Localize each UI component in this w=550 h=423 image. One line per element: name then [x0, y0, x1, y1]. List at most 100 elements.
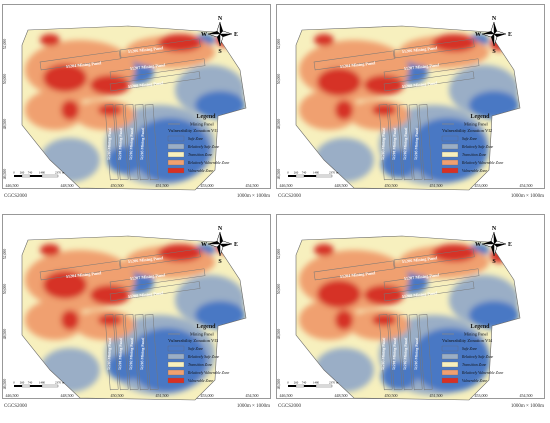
x-tick-label: 454,500 — [246, 393, 259, 399]
legend-title: Legend — [196, 324, 216, 330]
panel-label: 51208 Mining Panel — [402, 80, 439, 89]
legend-title: Legend — [470, 114, 490, 120]
svg-text:S: S — [218, 49, 222, 55]
legend-zonation-title: Vulnerability Zonation VI4 — [442, 338, 493, 343]
zone-blob — [158, 244, 202, 262]
legend-zone-label: Transition Zone — [188, 153, 212, 157]
zone-blob — [98, 104, 122, 116]
map-panel-2: 51204 Mining Panel 51206 Mining Panel 5120… — [276, 4, 545, 199]
x-tick-label: 451,500 — [430, 393, 443, 399]
crs-label: CGCS2000 — [278, 404, 302, 409]
north-arrow-icon: N S E W — [475, 226, 512, 265]
x-tick-label: 453,000 — [475, 393, 488, 399]
panel-label: 51204 Mining Panel — [340, 60, 377, 69]
y-tick-label: 50,000 — [3, 284, 8, 295]
legend-title: Legend — [196, 114, 216, 120]
crs-label: CGCS2000 — [278, 194, 302, 199]
map-area: 51204 Mining Panel 51206 Mining Panel 5120… — [21, 235, 247, 401]
svg-text:0: 0 — [287, 171, 289, 175]
zone-blob — [381, 150, 417, 178]
map-area: 51204 Mining Panel 51206 Mining Panel 5120… — [295, 25, 521, 191]
legend-zone-label: Vulnerable Zone — [188, 169, 213, 173]
svg-text:N: N — [218, 16, 223, 22]
north-arrow-icon: N S E W — [201, 226, 238, 265]
y-tick-label: 50,000 — [277, 74, 282, 85]
svg-text:1480: 1480 — [313, 381, 320, 385]
panel-label: 51207 Mining Panel — [130, 62, 167, 71]
legend-zone-label: Relatively Safe Zone — [187, 355, 220, 359]
vertical-panel-label: 51202 Mining Panel — [403, 338, 408, 370]
mining-panels — [39, 248, 206, 391]
legend-swatch — [441, 369, 459, 376]
map-panel-3: 51204 Mining Panel 51206 Mining Panel 5120… — [2, 214, 271, 409]
vertical-panel-label: 51205 Mining Panel — [140, 128, 145, 160]
y-tick-label: 50,000 — [3, 74, 8, 85]
svg-text:W: W — [475, 32, 481, 38]
scale-bar: 0 260 740 1480 2370 m — [13, 171, 65, 178]
legend-mining-panel: Mining Panel — [464, 332, 489, 337]
x-tick-label: 454,500 — [520, 393, 533, 399]
vertical-panel-label: 51201 Mining Panel — [118, 338, 123, 370]
legend-zone-label: Vulnerable Zone — [462, 169, 487, 173]
x-tick-label: 446,500 — [280, 183, 293, 189]
x-tick-label: 450,500 — [385, 393, 398, 399]
y-tick-label: 46,500 — [277, 379, 282, 390]
panel-label: 51207 Mining Panel — [404, 62, 441, 71]
mining-panels — [39, 38, 206, 181]
svg-text:2370: 2370 — [329, 381, 336, 385]
legend-zone-label: Relatively Vulnerable Zone — [187, 371, 230, 375]
vertical-panel-label: 51205 Mining Panel — [414, 128, 419, 160]
x-tick-label: 450,500 — [385, 183, 398, 189]
legend-swatch — [441, 135, 459, 142]
svg-text:260: 260 — [294, 171, 299, 175]
legend-swatch — [441, 353, 459, 360]
legend-zone-label: Relatively Vulnerable Zone — [187, 161, 230, 165]
zone-blob — [40, 34, 60, 46]
zone-blob — [158, 34, 202, 52]
zone-blob — [372, 104, 396, 116]
north-arrow-icon: N S E W — [475, 16, 512, 55]
legend-zone-label: Relatively Vulnerable Zone — [461, 371, 504, 375]
scale-bar: 0 260 740 1480 2370 m — [287, 171, 339, 178]
panel-label: 51207 Mining Panel — [130, 272, 167, 281]
svg-text:N: N — [492, 226, 497, 232]
vertical-panel-label: 51203 Mining Panel — [381, 128, 386, 160]
zone-blob — [43, 64, 87, 92]
scale-bar: 0 260 740 1480 2370 m — [13, 381, 65, 388]
legend-swatch — [441, 377, 459, 384]
x-tick-label: 450,500 — [111, 183, 124, 189]
svg-text:E: E — [234, 32, 238, 38]
legend-swatch — [441, 143, 459, 150]
svg-text:m: m — [336, 171, 339, 175]
legend-swatch — [167, 135, 185, 142]
legend-zone-label: Relatively Safe Zone — [461, 145, 494, 149]
crs-label: CGCS2000 — [4, 194, 28, 199]
svg-text:0: 0 — [13, 171, 15, 175]
legend-swatch — [441, 151, 459, 158]
svg-text:S: S — [218, 259, 222, 265]
svg-text:2370: 2370 — [55, 381, 62, 385]
zone-blob — [40, 244, 60, 256]
x-tick-label: 451,500 — [430, 183, 443, 189]
x-tick-label: 454,500 — [246, 183, 259, 189]
legend-mining-panel: Mining Panel — [190, 122, 215, 127]
legend-swatch — [167, 353, 185, 360]
grid-note: 1000m × 1000m — [237, 404, 270, 409]
svg-text:740: 740 — [28, 381, 33, 385]
zone-blob — [98, 314, 122, 326]
legend-zone-label: Safe Zone — [462, 347, 477, 351]
legend-zone-label: Safe Zone — [188, 137, 203, 141]
legend-zone-label: Transition Zone — [462, 363, 486, 367]
y-tick-label: 48,500 — [277, 329, 282, 340]
legend-swatch — [167, 151, 185, 158]
svg-text:260: 260 — [20, 381, 25, 385]
y-tick-label: 46,500 — [3, 169, 8, 180]
zone-blob — [314, 244, 334, 256]
legend-swatch — [441, 361, 459, 368]
y-tick-label: 46,500 — [277, 169, 282, 180]
svg-text:N: N — [492, 16, 497, 22]
vertical-panel-label: 51202 Mining Panel — [129, 128, 134, 160]
legend-swatch — [441, 167, 459, 174]
grid-note: 1000m × 1000m — [511, 194, 544, 199]
